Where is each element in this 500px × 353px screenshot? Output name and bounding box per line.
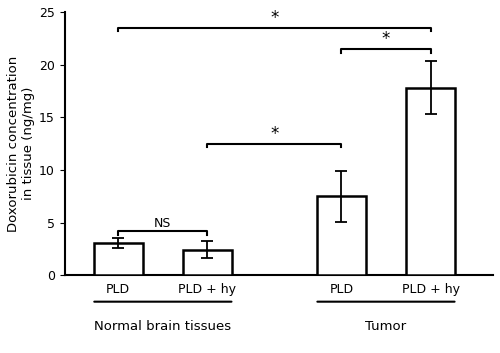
Bar — [317, 196, 366, 275]
Text: Normal brain tissues: Normal brain tissues — [94, 319, 232, 333]
Text: *: * — [270, 125, 278, 143]
Y-axis label: Doxorubicin concentration
in tissue (ng/mg): Doxorubicin concentration in tissue (ng/… — [7, 55, 35, 232]
Bar — [183, 250, 232, 275]
Bar — [406, 88, 455, 275]
Text: *: * — [382, 30, 390, 48]
Bar — [94, 243, 143, 275]
Text: Tumor: Tumor — [366, 319, 406, 333]
Text: NS: NS — [154, 217, 172, 230]
Text: *: * — [270, 9, 278, 27]
